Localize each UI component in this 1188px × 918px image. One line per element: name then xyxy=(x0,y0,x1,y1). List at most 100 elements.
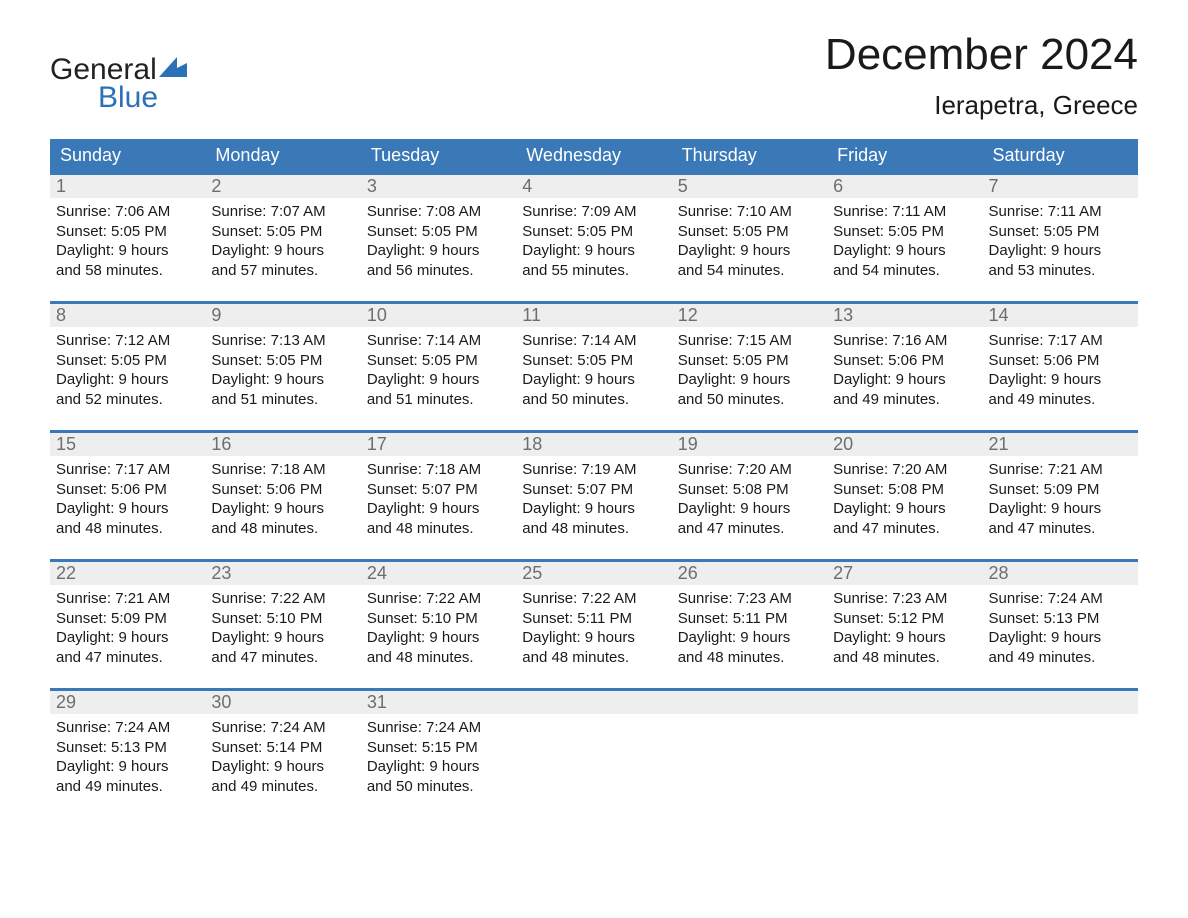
daylight-line-1: Daylight: 9 hours xyxy=(367,757,510,777)
daylight-line-2: and 51 minutes. xyxy=(211,390,354,410)
day-number: 29 xyxy=(50,691,205,714)
day-number: 15 xyxy=(50,433,205,456)
daylight-line-1: Daylight: 9 hours xyxy=(367,241,510,261)
day-cell xyxy=(516,691,671,803)
week-row: 1Sunrise: 7:06 AMSunset: 5:05 PMDaylight… xyxy=(50,172,1138,287)
day-cell: 28Sunrise: 7:24 AMSunset: 5:13 PMDayligh… xyxy=(983,562,1138,674)
daylight-line-1: Daylight: 9 hours xyxy=(56,370,199,390)
daylight-line-1: Daylight: 9 hours xyxy=(989,241,1132,261)
sunrise-line: Sunrise: 7:24 AM xyxy=(56,718,199,738)
daylight-line-2: and 54 minutes. xyxy=(678,261,821,281)
sunrise-line: Sunrise: 7:23 AM xyxy=(678,589,821,609)
sunrise-line: Sunrise: 7:16 AM xyxy=(833,331,976,351)
day-number: 1 xyxy=(50,175,205,198)
sunset-line: Sunset: 5:10 PM xyxy=(367,609,510,629)
day-cell: 23Sunrise: 7:22 AMSunset: 5:10 PMDayligh… xyxy=(205,562,360,674)
daylight-line-2: and 49 minutes. xyxy=(989,390,1132,410)
day-cell: 3Sunrise: 7:08 AMSunset: 5:05 PMDaylight… xyxy=(361,175,516,287)
sunrise-line: Sunrise: 7:17 AM xyxy=(56,460,199,480)
week-row: 29Sunrise: 7:24 AMSunset: 5:13 PMDayligh… xyxy=(50,688,1138,803)
daylight-line-2: and 48 minutes. xyxy=(56,519,199,539)
day-number: 8 xyxy=(50,304,205,327)
sunrise-line: Sunrise: 7:12 AM xyxy=(56,331,199,351)
daylight-line-2: and 52 minutes. xyxy=(56,390,199,410)
day-body: Sunrise: 7:24 AMSunset: 5:13 PMDaylight:… xyxy=(983,585,1138,673)
day-cell: 29Sunrise: 7:24 AMSunset: 5:13 PMDayligh… xyxy=(50,691,205,803)
month-title: December 2024 xyxy=(825,30,1138,80)
sunrise-line: Sunrise: 7:24 AM xyxy=(367,718,510,738)
sunrise-line: Sunrise: 7:11 AM xyxy=(989,202,1132,222)
day-number: 14 xyxy=(983,304,1138,327)
weeks-container: 1Sunrise: 7:06 AMSunset: 5:05 PMDaylight… xyxy=(50,172,1138,803)
daylight-line-1: Daylight: 9 hours xyxy=(522,628,665,648)
daylight-line-1: Daylight: 9 hours xyxy=(367,628,510,648)
day-number: 13 xyxy=(827,304,982,327)
daylight-line-2: and 50 minutes. xyxy=(522,390,665,410)
daylight-line-1: Daylight: 9 hours xyxy=(678,241,821,261)
day-number: 12 xyxy=(672,304,827,327)
day-body: Sunrise: 7:15 AMSunset: 5:05 PMDaylight:… xyxy=(672,327,827,415)
sunrise-line: Sunrise: 7:22 AM xyxy=(211,589,354,609)
day-cell: 17Sunrise: 7:18 AMSunset: 5:07 PMDayligh… xyxy=(361,433,516,545)
day-cell: 19Sunrise: 7:20 AMSunset: 5:08 PMDayligh… xyxy=(672,433,827,545)
brand-word-bottom: Blue xyxy=(98,83,187,113)
day-body: Sunrise: 7:08 AMSunset: 5:05 PMDaylight:… xyxy=(361,198,516,286)
title-block: December 2024 Ierapetra, Greece xyxy=(825,30,1138,121)
sunset-line: Sunset: 5:13 PM xyxy=(56,738,199,758)
sunrise-line: Sunrise: 7:10 AM xyxy=(678,202,821,222)
day-cell: 22Sunrise: 7:21 AMSunset: 5:09 PMDayligh… xyxy=(50,562,205,674)
day-number: 31 xyxy=(361,691,516,714)
day-body: Sunrise: 7:24 AMSunset: 5:13 PMDaylight:… xyxy=(50,714,205,802)
day-cell xyxy=(983,691,1138,803)
day-body: Sunrise: 7:06 AMSunset: 5:05 PMDaylight:… xyxy=(50,198,205,286)
daylight-line-1: Daylight: 9 hours xyxy=(678,370,821,390)
day-body: Sunrise: 7:13 AMSunset: 5:05 PMDaylight:… xyxy=(205,327,360,415)
sunset-line: Sunset: 5:06 PM xyxy=(833,351,976,371)
day-cell: 14Sunrise: 7:17 AMSunset: 5:06 PMDayligh… xyxy=(983,304,1138,416)
day-number: 18 xyxy=(516,433,671,456)
day-header-cell: Friday xyxy=(827,139,982,172)
sunrise-line: Sunrise: 7:18 AM xyxy=(211,460,354,480)
sunset-line: Sunset: 5:05 PM xyxy=(367,351,510,371)
day-body: Sunrise: 7:24 AMSunset: 5:15 PMDaylight:… xyxy=(361,714,516,802)
sunrise-line: Sunrise: 7:14 AM xyxy=(522,331,665,351)
day-cell: 25Sunrise: 7:22 AMSunset: 5:11 PMDayligh… xyxy=(516,562,671,674)
daylight-line-2: and 47 minutes. xyxy=(678,519,821,539)
day-body: Sunrise: 7:16 AMSunset: 5:06 PMDaylight:… xyxy=(827,327,982,415)
day-number: 7 xyxy=(983,175,1138,198)
daylight-line-2: and 48 minutes. xyxy=(833,648,976,668)
sunset-line: Sunset: 5:11 PM xyxy=(522,609,665,629)
day-cell: 15Sunrise: 7:17 AMSunset: 5:06 PMDayligh… xyxy=(50,433,205,545)
sunset-line: Sunset: 5:10 PM xyxy=(211,609,354,629)
sunset-line: Sunset: 5:05 PM xyxy=(833,222,976,242)
sunrise-line: Sunrise: 7:08 AM xyxy=(367,202,510,222)
location-label: Ierapetra, Greece xyxy=(825,90,1138,121)
daylight-line-2: and 49 minutes. xyxy=(989,648,1132,668)
day-cell: 24Sunrise: 7:22 AMSunset: 5:10 PMDayligh… xyxy=(361,562,516,674)
sunrise-line: Sunrise: 7:18 AM xyxy=(367,460,510,480)
day-number: 23 xyxy=(205,562,360,585)
day-number: 22 xyxy=(50,562,205,585)
sunrise-line: Sunrise: 7:21 AM xyxy=(56,589,199,609)
sunrise-line: Sunrise: 7:14 AM xyxy=(367,331,510,351)
sunset-line: Sunset: 5:15 PM xyxy=(367,738,510,758)
sunrise-line: Sunrise: 7:15 AM xyxy=(678,331,821,351)
daylight-line-1: Daylight: 9 hours xyxy=(989,628,1132,648)
sunrise-line: Sunrise: 7:09 AM xyxy=(522,202,665,222)
day-body: Sunrise: 7:12 AMSunset: 5:05 PMDaylight:… xyxy=(50,327,205,415)
day-number xyxy=(983,691,1138,714)
day-number: 21 xyxy=(983,433,1138,456)
day-cell: 12Sunrise: 7:15 AMSunset: 5:05 PMDayligh… xyxy=(672,304,827,416)
week-row: 8Sunrise: 7:12 AMSunset: 5:05 PMDaylight… xyxy=(50,301,1138,416)
daylight-line-1: Daylight: 9 hours xyxy=(833,370,976,390)
daylight-line-1: Daylight: 9 hours xyxy=(678,628,821,648)
day-body: Sunrise: 7:11 AMSunset: 5:05 PMDaylight:… xyxy=(983,198,1138,286)
day-number xyxy=(516,691,671,714)
daylight-line-1: Daylight: 9 hours xyxy=(56,628,199,648)
day-number: 30 xyxy=(205,691,360,714)
day-cell: 7Sunrise: 7:11 AMSunset: 5:05 PMDaylight… xyxy=(983,175,1138,287)
day-cell: 31Sunrise: 7:24 AMSunset: 5:15 PMDayligh… xyxy=(361,691,516,803)
daylight-line-2: and 48 minutes. xyxy=(522,519,665,539)
sunset-line: Sunset: 5:06 PM xyxy=(211,480,354,500)
sunrise-line: Sunrise: 7:19 AM xyxy=(522,460,665,480)
